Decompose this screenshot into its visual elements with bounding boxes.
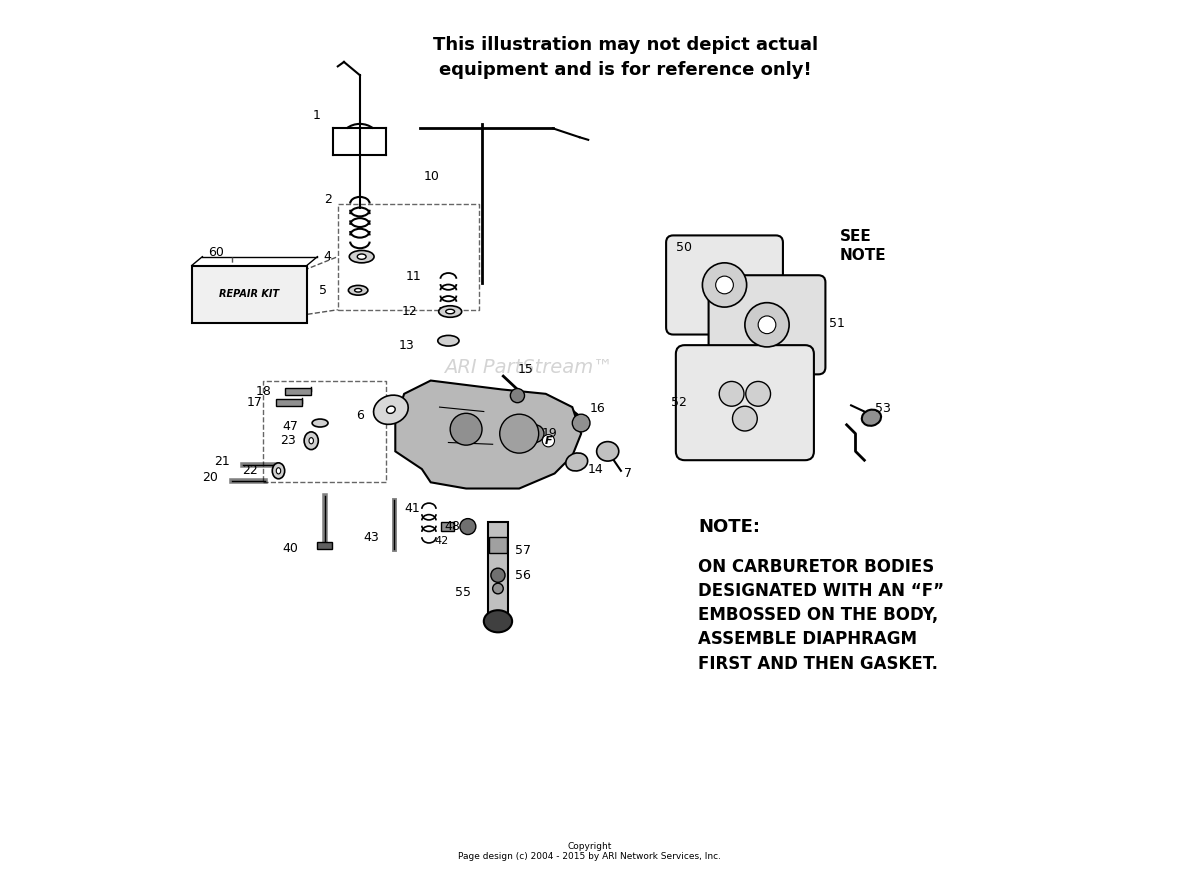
Circle shape bbox=[733, 406, 758, 431]
Text: 5: 5 bbox=[319, 284, 327, 296]
Ellipse shape bbox=[273, 463, 284, 479]
Text: 55: 55 bbox=[454, 587, 471, 599]
Ellipse shape bbox=[597, 442, 618, 461]
FancyBboxPatch shape bbox=[676, 345, 814, 460]
Ellipse shape bbox=[354, 289, 361, 292]
Ellipse shape bbox=[309, 437, 314, 444]
Ellipse shape bbox=[565, 453, 588, 471]
Circle shape bbox=[491, 568, 505, 582]
Ellipse shape bbox=[276, 467, 281, 474]
Text: 17: 17 bbox=[247, 396, 262, 409]
Circle shape bbox=[511, 389, 525, 403]
Text: ARI PartStream™: ARI PartStream™ bbox=[444, 358, 612, 377]
Text: 2: 2 bbox=[323, 193, 332, 205]
Ellipse shape bbox=[387, 406, 395, 413]
Text: F: F bbox=[545, 435, 552, 446]
Ellipse shape bbox=[374, 395, 408, 425]
Text: This illustration may not depict actual
equipment and is for reference only!: This illustration may not depict actual … bbox=[433, 36, 818, 79]
Text: 20: 20 bbox=[203, 472, 218, 484]
Bar bbox=[489, 537, 507, 553]
Text: 13: 13 bbox=[399, 339, 415, 351]
Circle shape bbox=[702, 263, 747, 307]
Circle shape bbox=[500, 414, 539, 453]
Text: 56: 56 bbox=[514, 569, 531, 581]
Text: 19: 19 bbox=[542, 427, 557, 440]
Circle shape bbox=[526, 425, 544, 442]
Bar bbox=[441, 522, 453, 531]
Circle shape bbox=[746, 381, 771, 406]
Text: 1: 1 bbox=[313, 109, 320, 121]
Text: 41: 41 bbox=[405, 503, 420, 515]
Ellipse shape bbox=[349, 250, 374, 263]
Text: 11: 11 bbox=[406, 270, 422, 282]
Ellipse shape bbox=[438, 335, 459, 346]
Text: 60: 60 bbox=[208, 246, 223, 258]
Bar bbox=[276, 399, 302, 406]
Text: 4: 4 bbox=[323, 250, 332, 263]
Circle shape bbox=[715, 276, 733, 294]
Text: 23: 23 bbox=[281, 435, 296, 447]
Text: 48: 48 bbox=[444, 520, 460, 533]
Text: 42: 42 bbox=[434, 536, 448, 546]
Text: 14: 14 bbox=[588, 463, 603, 475]
Text: 22: 22 bbox=[242, 465, 258, 477]
Bar bbox=[191, 266, 307, 323]
Circle shape bbox=[572, 414, 590, 432]
Circle shape bbox=[758, 316, 776, 334]
Circle shape bbox=[450, 413, 481, 445]
Ellipse shape bbox=[348, 285, 368, 295]
Ellipse shape bbox=[439, 305, 461, 318]
Text: 6: 6 bbox=[356, 410, 365, 422]
FancyBboxPatch shape bbox=[666, 235, 784, 335]
Text: 52: 52 bbox=[671, 396, 687, 409]
Text: REPAIR KIT: REPAIR KIT bbox=[219, 289, 280, 299]
Bar bbox=[317, 542, 332, 549]
Ellipse shape bbox=[861, 410, 881, 426]
Bar bbox=[489, 522, 507, 628]
Circle shape bbox=[745, 303, 789, 347]
Text: 21: 21 bbox=[214, 456, 230, 468]
Circle shape bbox=[720, 381, 743, 406]
Text: 10: 10 bbox=[424, 171, 439, 183]
Bar bbox=[284, 388, 312, 395]
Text: Copyright
Page design (c) 2004 - 2015 by ARI Network Services, Inc.: Copyright Page design (c) 2004 - 2015 by… bbox=[459, 842, 721, 861]
Text: 51: 51 bbox=[828, 317, 845, 329]
Circle shape bbox=[460, 519, 476, 535]
Text: SEE
NOTE: SEE NOTE bbox=[840, 229, 886, 263]
Text: 47: 47 bbox=[282, 420, 299, 433]
Text: 18: 18 bbox=[256, 385, 271, 397]
Text: 7: 7 bbox=[624, 467, 631, 480]
FancyBboxPatch shape bbox=[708, 275, 825, 374]
Text: ON CARBURETOR BODIES
DESIGNATED WITH AN “F”
EMBOSSED ON THE BODY,
ASSEMBLE DIAPH: ON CARBURETOR BODIES DESIGNATED WITH AN … bbox=[699, 558, 944, 673]
Ellipse shape bbox=[446, 310, 454, 313]
Text: 57: 57 bbox=[514, 544, 531, 557]
Text: 50: 50 bbox=[676, 242, 691, 254]
Ellipse shape bbox=[313, 419, 328, 427]
Polygon shape bbox=[395, 381, 581, 489]
Text: 53: 53 bbox=[874, 403, 891, 415]
Text: 15: 15 bbox=[518, 364, 533, 376]
Circle shape bbox=[493, 583, 504, 594]
Text: 12: 12 bbox=[401, 305, 418, 318]
Text: 40: 40 bbox=[282, 543, 299, 555]
Text: 43: 43 bbox=[363, 531, 380, 543]
Ellipse shape bbox=[484, 611, 512, 632]
Ellipse shape bbox=[358, 254, 366, 259]
Ellipse shape bbox=[304, 432, 319, 450]
Text: 16: 16 bbox=[590, 403, 605, 415]
Text: NOTE:: NOTE: bbox=[699, 518, 760, 535]
